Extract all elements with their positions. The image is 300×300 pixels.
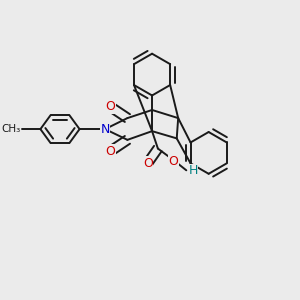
Text: CH₃: CH₃ [2, 124, 21, 134]
Text: O: O [168, 154, 178, 167]
Text: O: O [105, 145, 115, 158]
Text: H: H [189, 164, 198, 177]
Text: O: O [143, 157, 153, 169]
Text: N: N [100, 123, 110, 136]
Text: O: O [105, 100, 115, 113]
